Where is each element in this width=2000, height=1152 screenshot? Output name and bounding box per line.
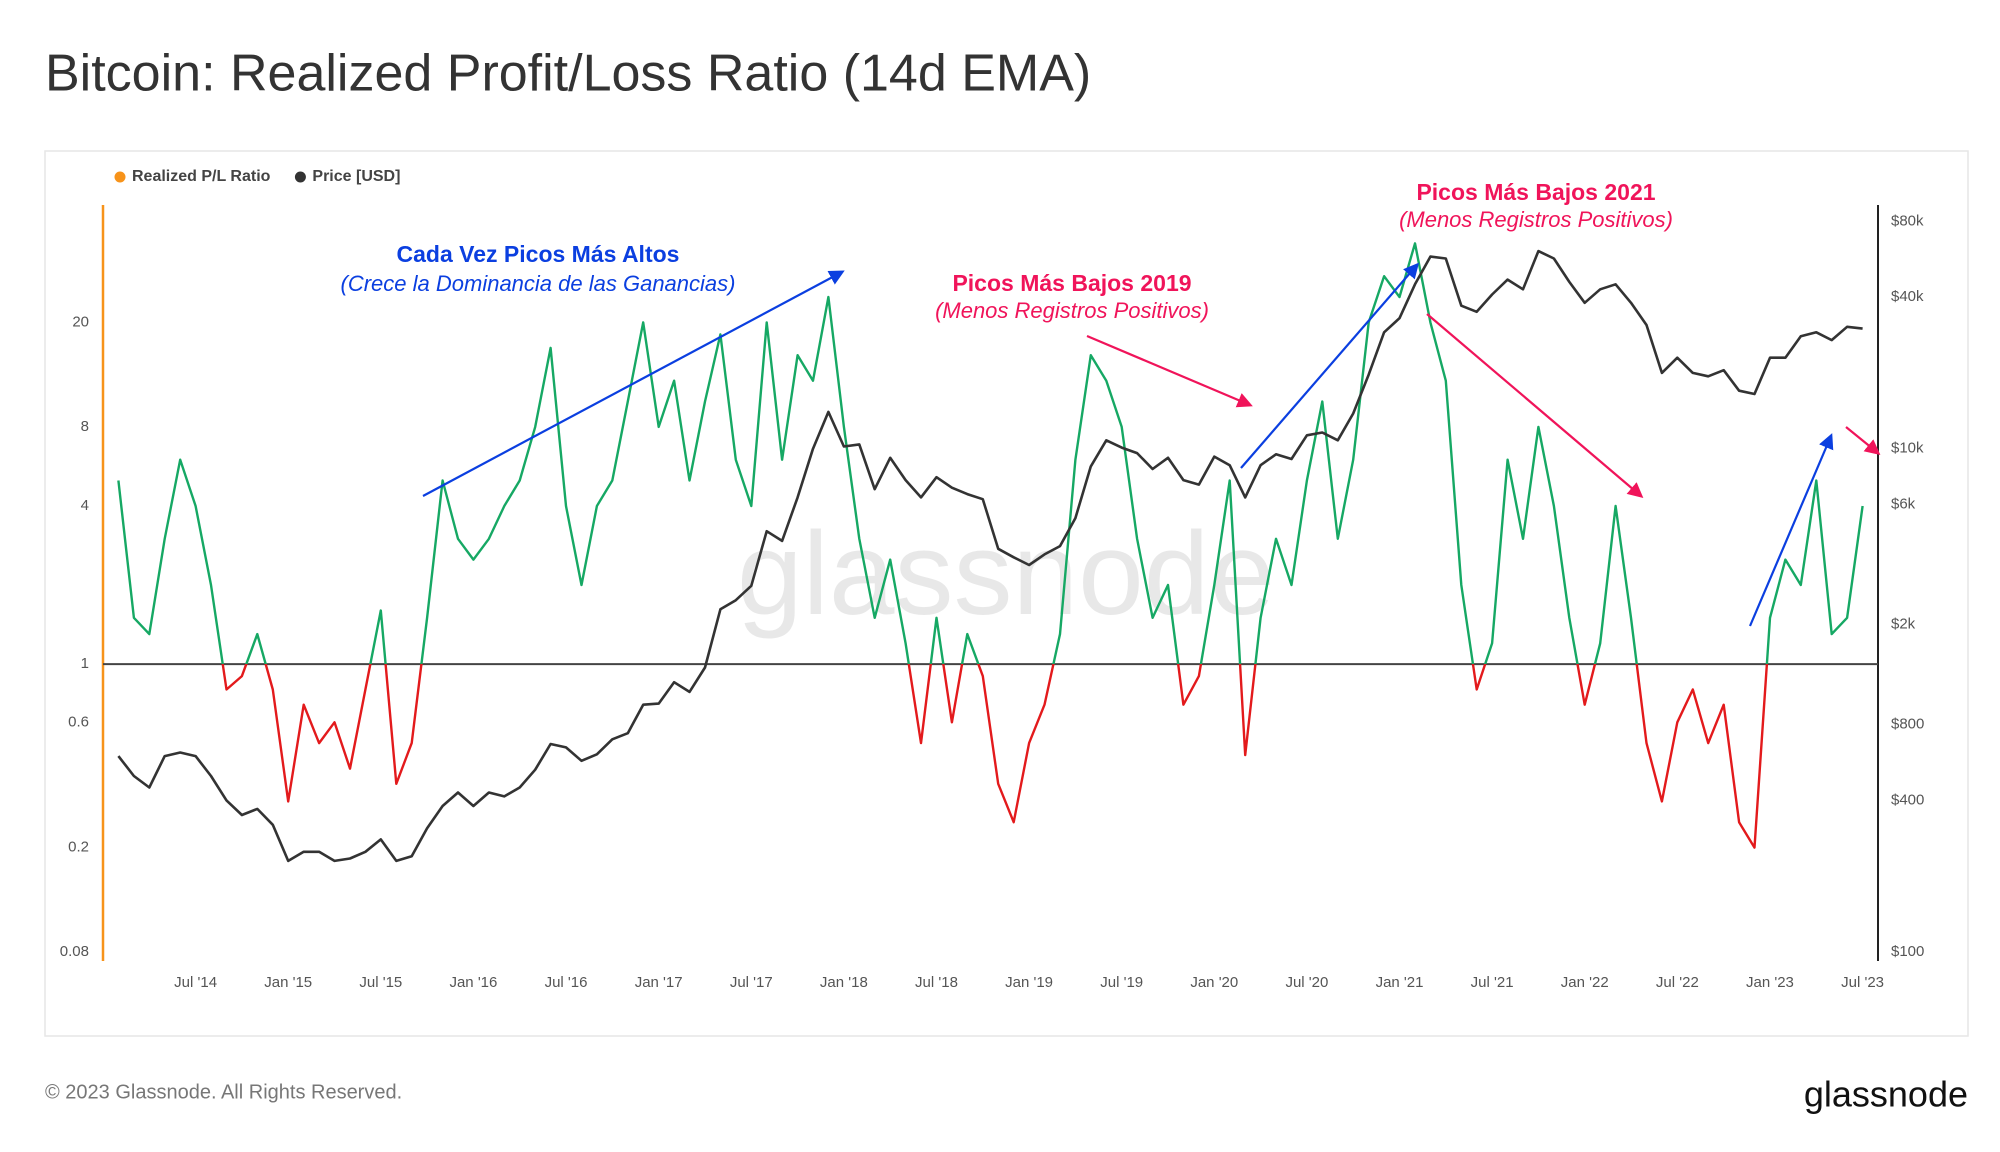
y2-tick-label: $80k [1891, 212, 1924, 229]
y-tick-label: 0.08 [60, 943, 89, 960]
logo: glassnode [1804, 1074, 1968, 1115]
x-tick-label: Jul '15 [359, 974, 402, 991]
x-tick-label: Jan '17 [635, 974, 683, 991]
y-tick-label: 0.6 [68, 713, 89, 730]
x-tick-label: Jan '21 [1376, 974, 1424, 991]
x-tick-label: Jan '16 [449, 974, 497, 991]
legend-label: Realized P/L Ratio [132, 168, 271, 185]
x-tick-label: Jan '23 [1746, 974, 1794, 991]
y2-tick-label: $6k [1891, 495, 1916, 512]
annotation-arrows [422, 262, 1881, 627]
x-tick-label: Jan '19 [1005, 974, 1053, 991]
x-tick-label: Jan '22 [1561, 974, 1609, 991]
y2-tick-label: $400 [1891, 791, 1924, 808]
annotation-subtitle: (Crece la Dominancia de las Ganancias) [341, 271, 736, 296]
watermark: glassnode [737, 508, 1275, 640]
price-line [117, 249, 1863, 863]
x-tick-label: Jul '18 [915, 974, 958, 991]
arrow [422, 270, 845, 497]
y-tick-label: 4 [81, 497, 89, 514]
x-tick-label: Jul '17 [730, 974, 773, 991]
annotation-title: Picos Más Bajos 2019 [952, 270, 1191, 296]
y2-tick-label: $2k [1891, 616, 1916, 633]
arrow [1240, 262, 1420, 469]
x-tick-label: Jul '22 [1656, 974, 1699, 991]
chart-title: Bitcoin: Realized Profit/Loss Ratio (14d… [45, 45, 1091, 103]
x-tick-label: Jul '16 [545, 974, 588, 991]
x-tick-label: Jan '15 [264, 974, 312, 991]
x-tick-label: Jan '18 [820, 974, 868, 991]
chart-frame [44, 150, 1969, 1037]
y-tick-label: 20 [72, 313, 89, 330]
x-tick-label: Jul '23 [1841, 974, 1884, 991]
y-tick-label: 1 [81, 655, 89, 672]
annotation-title: Picos Más Bajos 2021 [1416, 179, 1655, 205]
x-tick-label: Jan '20 [1190, 974, 1238, 991]
y2-tick-label: $800 [1891, 716, 1924, 733]
x-tick-label: Jul '19 [1100, 974, 1143, 991]
annotation-title: Cada Vez Picos Más Altos [397, 241, 680, 267]
x-tick-label: Jul '20 [1285, 974, 1328, 991]
x-tick-label: Jul '21 [1471, 974, 1514, 991]
y-tick-label: 0.2 [68, 839, 89, 856]
annotation-subtitle: (Menos Registros Positivos) [1399, 207, 1673, 232]
y2-tick-label: $10k [1891, 440, 1924, 457]
annotation-subtitle: (Menos Registros Positivos) [935, 298, 1209, 323]
arrow [1845, 426, 1881, 455]
copyright: © 2023 Glassnode. All Rights Reserved. [45, 1081, 402, 1103]
y2-tick-label: $100 [1891, 943, 1924, 960]
arrow [1086, 334, 1253, 408]
y-tick-label: 8 [81, 418, 89, 435]
plot-area: 0.08 0.2 0.6 1 4 8 20 $100 $400 $800 $2k $6k $10k $40… [60, 168, 1925, 991]
legend-marker [294, 171, 306, 183]
legend-label: Price [USD] [312, 168, 400, 185]
arrow [1748, 433, 1834, 627]
arrow [1426, 313, 1644, 498]
legend-marker [114, 171, 126, 183]
y2-tick-label: $40k [1891, 288, 1924, 305]
x-tick-label: Jul '14 [174, 974, 217, 991]
ratio-line [117, 242, 1864, 849]
